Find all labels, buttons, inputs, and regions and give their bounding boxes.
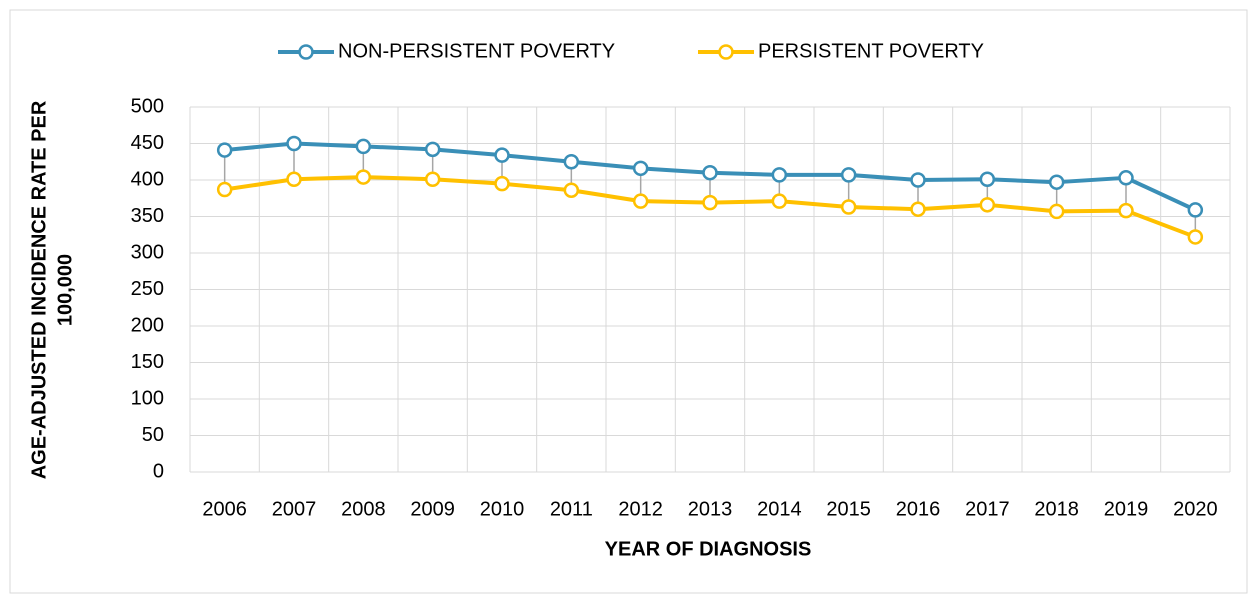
x-tick-label: 2009 — [410, 498, 455, 520]
x-tick-label: 2019 — [1104, 498, 1149, 520]
data-point — [771, 193, 788, 209]
legend-marker — [298, 44, 314, 60]
data-point — [216, 181, 233, 198]
data-point — [771, 167, 788, 183]
y-tick-label: 350 — [131, 205, 164, 227]
x-tick-label: 2012 — [618, 498, 663, 520]
data-point — [632, 193, 649, 209]
data-point — [216, 142, 233, 158]
legend-marker — [718, 44, 734, 60]
x-tick-label: 2010 — [480, 498, 525, 520]
data-point — [424, 171, 441, 188]
data-point — [494, 147, 510, 163]
x-tick-label: 2013 — [688, 498, 733, 520]
data-point — [840, 167, 857, 183]
y-tick-label: 200 — [131, 314, 164, 336]
data-point — [1187, 202, 1204, 218]
data-point — [910, 201, 926, 217]
data-point — [702, 164, 718, 181]
legend-label: PERSISTENT POVERTY — [758, 40, 984, 62]
x-tick-label: 2018 — [1034, 498, 1079, 520]
y-axis-title: 100,000 — [54, 254, 76, 326]
x-tick-label: 2016 — [896, 498, 941, 520]
x-tick-label: 2020 — [1173, 498, 1218, 520]
data-point — [702, 194, 718, 211]
y-axis-title: AGE-ADJUSTED INCIDENCE RATE PER — [28, 100, 50, 479]
x-tick-label: 2017 — [965, 498, 1010, 520]
y-tick-label: 150 — [131, 351, 164, 373]
data-point — [1187, 229, 1204, 245]
data-point — [632, 160, 649, 177]
y-tick-label: 400 — [131, 168, 164, 190]
data-point — [840, 199, 857, 215]
data-point — [286, 171, 302, 188]
legend-label: NON-PERSISTENT POVERTY — [338, 40, 615, 62]
x-axis-title: YEAR OF DIAGNOSIS — [605, 538, 812, 560]
y-tick-label: 500 — [131, 95, 164, 117]
data-point — [979, 171, 996, 188]
x-tick-label: 2008 — [341, 498, 386, 520]
y-tick-label: 100 — [131, 387, 164, 409]
data-point — [1118, 202, 1134, 219]
data-point — [355, 138, 372, 155]
data-point — [563, 182, 580, 198]
y-tick-label: 250 — [131, 278, 164, 300]
y-tick-label: 0 — [153, 460, 164, 482]
x-tick-label: 2015 — [826, 498, 871, 520]
data-point — [424, 141, 441, 158]
data-point — [1118, 170, 1134, 186]
x-tick-label: 2011 — [550, 498, 593, 520]
y-tick-label: 450 — [131, 132, 164, 154]
x-tick-label: 2014 — [757, 498, 802, 520]
data-point — [286, 135, 302, 152]
data-point — [1048, 203, 1065, 220]
x-tick-label: 2007 — [272, 498, 317, 520]
x-tick-label: 2006 — [202, 498, 247, 520]
data-point — [355, 169, 372, 185]
y-tick-label: 300 — [131, 241, 164, 263]
data-point — [910, 172, 926, 188]
data-point — [494, 175, 510, 192]
data-point — [563, 154, 580, 170]
data-point — [979, 197, 996, 213]
data-point — [1048, 174, 1065, 190]
y-tick-label: 50 — [142, 424, 164, 446]
